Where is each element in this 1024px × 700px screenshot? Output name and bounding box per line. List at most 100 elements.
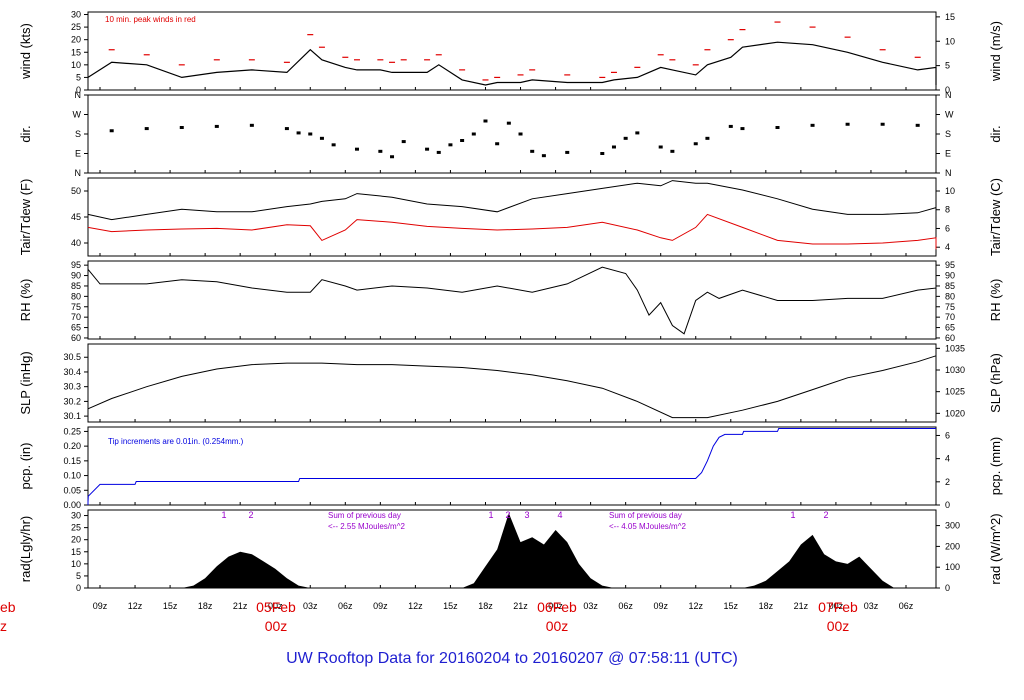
slp-line	[87, 348, 937, 419]
dir-tick-label: N	[75, 90, 82, 100]
rh-right-tick-label: 65	[945, 323, 955, 333]
dir-point	[530, 149, 535, 153]
dir-point	[249, 123, 254, 127]
dir-point	[495, 142, 500, 146]
wind-right-tick-label: 15	[945, 12, 955, 22]
dir-point	[109, 129, 114, 133]
pcp-tick-label: 0.00	[63, 500, 81, 510]
dir-point	[284, 127, 289, 131]
dir-right-tick-label: E	[945, 149, 951, 159]
rad-note-line2: <-- 4.05 MJoules/m^2	[609, 522, 686, 531]
rh-tick-label: 95	[71, 260, 81, 270]
x-tick-label: 00z	[268, 601, 283, 611]
dir-point	[670, 149, 675, 153]
pcp-right-tick-label: 2	[945, 477, 950, 487]
slp-right-tick-label: 1025	[945, 387, 965, 397]
date-time-label: 00z	[546, 618, 569, 634]
x-tick-label: 00z	[548, 601, 563, 611]
pcp-tick-label: 0.10	[63, 471, 81, 481]
rad-right-tick-label: 200	[945, 541, 960, 551]
rad-ylabel-left: rad(Lgly/hr)	[18, 516, 33, 582]
pcp-tick-label: 0.15	[63, 456, 81, 466]
rad-tick-label: 0	[76, 583, 81, 593]
dir-point	[635, 131, 640, 135]
x-tick-label: 06z	[338, 601, 353, 611]
dir-ylabel-right: dir.	[988, 125, 1003, 142]
rad-marker: 1	[221, 510, 226, 520]
tair-line	[87, 180, 937, 236]
dir-point	[425, 147, 430, 151]
pcp-annotation: Tip increments are 0.01in. (0.254mm.)	[108, 437, 244, 446]
dir-point	[460, 139, 465, 142]
chart-title: UW Rooftop Data for 20160204 to 20160207…	[286, 650, 738, 667]
x-tick-label: 18z	[198, 601, 213, 611]
dir-right-tick-label: W	[945, 110, 954, 120]
rad-tick-label: 25	[71, 523, 81, 533]
rh-right-tick-label: 95	[945, 260, 955, 270]
dir-point	[740, 127, 745, 131]
x-tick-label: 06z	[618, 601, 633, 611]
dir-tick-label: S	[75, 129, 81, 139]
rh-right-tick-label: 70	[945, 312, 955, 322]
temp-frame	[87, 177, 937, 257]
tdew-line	[87, 213, 937, 250]
rh-tick-label: 70	[71, 312, 81, 322]
date-label: 05Feb	[256, 599, 296, 615]
dir-point	[436, 150, 441, 154]
dir-point	[728, 124, 733, 128]
dir-tick-label: W	[73, 110, 82, 120]
dir-point	[401, 140, 406, 144]
dir-point	[775, 126, 780, 129]
dir-point	[915, 123, 920, 127]
wind-tick-label: 15	[71, 47, 81, 57]
rad-marker: 3	[524, 510, 529, 520]
dir-point	[658, 145, 663, 149]
rad-right-tick-label: 300	[945, 521, 960, 531]
rad-marker: 2	[823, 510, 828, 520]
wind-series-line	[87, 41, 937, 86]
x-tick-label: 03z	[583, 601, 598, 611]
left-cut-date: eb	[0, 599, 16, 615]
rad-tick-label: 30	[71, 511, 81, 521]
dir-point	[214, 124, 219, 128]
dir-point	[541, 154, 546, 158]
rad-right-tick-label: 100	[945, 562, 960, 572]
wind-tick-label: 5	[76, 72, 81, 82]
slp-tick-label: 30.2	[63, 396, 81, 406]
dir-point	[144, 127, 149, 131]
pcp-right-tick-label: 0	[945, 500, 950, 510]
dir-frame	[87, 94, 937, 174]
dir-point	[471, 132, 476, 136]
slp-right-tick-label: 1030	[945, 365, 965, 375]
dir-tick-label: N	[75, 168, 82, 178]
wind-right-tick-label: 10	[945, 36, 955, 46]
rh-right-tick-label: 75	[945, 302, 955, 312]
wind-annotation: 10 min. peak winds in red	[105, 15, 196, 24]
slp-tick-label: 30.4	[63, 367, 81, 377]
dir-point	[308, 132, 313, 136]
wind-right-tick-label: 0	[945, 85, 950, 95]
dir-point	[880, 122, 885, 126]
pcp-line	[87, 428, 936, 505]
wind-tick-label: 30	[71, 10, 81, 20]
slp-frame	[87, 343, 937, 423]
slp-right-tick-label: 1020	[945, 408, 965, 418]
dir-point	[506, 121, 511, 125]
rad-marker: 1	[790, 510, 795, 520]
x-tick-label: 03z	[864, 601, 879, 611]
rh-right-tick-label: 60	[945, 333, 955, 343]
dir-point	[705, 136, 710, 140]
dir-right-tick-label: N	[945, 168, 952, 178]
temp-right-tick-label: 10	[945, 186, 955, 196]
dir-ylabel-left: dir.	[18, 125, 33, 142]
rad-area	[88, 513, 936, 588]
dir-point	[810, 123, 815, 127]
slp-ylabel-right: SLP (hPa)	[988, 353, 1003, 413]
rad-tick-label: 20	[71, 535, 81, 545]
x-tick-label: 21z	[233, 601, 248, 611]
pcp-frame	[87, 426, 937, 506]
slp-tick-label: 30.3	[63, 382, 81, 392]
x-tick-label: 09z	[373, 601, 388, 611]
x-tick-label: 09z	[93, 601, 108, 611]
